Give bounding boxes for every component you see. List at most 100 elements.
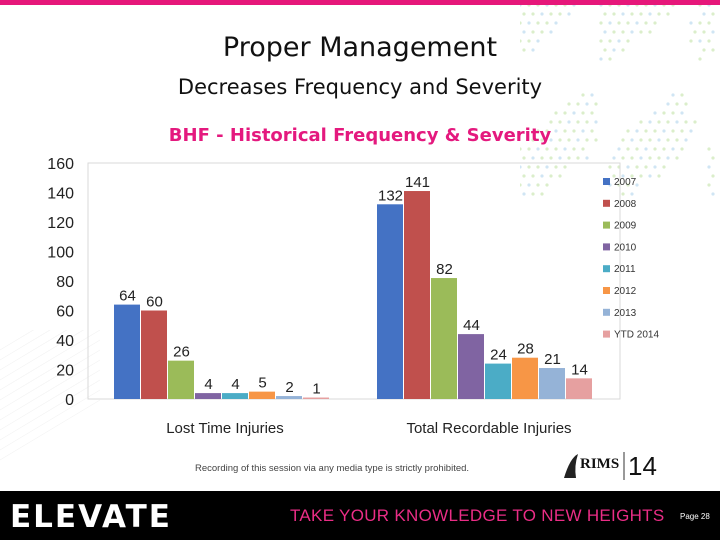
footer-tagline: TAKE YOUR KNOWLEDGE TO NEW HEIGHTS <box>290 506 665 525</box>
decoration-dot <box>520 147 522 151</box>
decoration-dot <box>689 39 693 43</box>
bar-2011 <box>222 393 248 399</box>
decoration-dot <box>531 30 535 34</box>
decoration-dot <box>576 102 580 106</box>
decoration-dot <box>612 174 616 178</box>
decoration-dot <box>630 174 634 178</box>
decoration-dot <box>693 120 697 124</box>
decoration-dot <box>581 147 585 151</box>
data-label: 2 <box>285 379 293 396</box>
decoration-dot <box>684 120 688 124</box>
rims-logo-year: 14 <box>628 451 657 481</box>
legend-label: 2013 <box>614 308 637 319</box>
decoration-dot <box>558 174 562 178</box>
decoration-dot <box>621 156 625 160</box>
decoration-dot <box>590 93 594 97</box>
decoration-dot <box>639 138 643 142</box>
decoration-dot <box>572 5 576 7</box>
bar-2010 <box>458 334 484 399</box>
decoration-dot <box>558 156 562 160</box>
decoration-dot <box>707 39 711 43</box>
decoration-dot <box>567 120 571 124</box>
decoration-dot <box>648 30 652 34</box>
decoration-dot <box>698 39 702 43</box>
decoration-dot <box>594 138 598 142</box>
decoration-line <box>0 389 101 451</box>
decoration-dot <box>545 147 549 151</box>
category-label: Lost Time Injuries <box>166 420 284 437</box>
decoration-dot <box>711 156 715 160</box>
decoration-dot <box>554 21 558 25</box>
decoration-dot <box>581 111 585 115</box>
decoration-dot <box>520 21 522 25</box>
data-label: 132 <box>378 187 403 204</box>
data-label: 64 <box>119 288 136 305</box>
decoration-dot <box>698 5 702 7</box>
decoration-dot <box>626 165 630 169</box>
decoration-dot <box>536 165 540 169</box>
bar-2012 <box>512 357 538 399</box>
decoration-dot <box>549 120 553 124</box>
decoration-dot <box>590 111 594 115</box>
decoration-dot <box>639 120 643 124</box>
decoration-dot <box>558 120 562 124</box>
decoration-dot <box>558 12 562 16</box>
decoration-dot <box>527 147 531 151</box>
data-label: 5 <box>258 375 266 392</box>
decoration-dot <box>648 120 652 124</box>
decoration-dot <box>630 12 634 16</box>
y-tick-label: 120 <box>47 215 74 232</box>
bar-2009 <box>168 360 194 399</box>
decoration-dot <box>666 120 670 124</box>
legend-label: 2011 <box>614 264 636 275</box>
decoration-dot <box>675 156 679 160</box>
decoration-dot <box>572 147 576 151</box>
decoration-dot <box>585 156 589 160</box>
decoration-dot <box>540 12 544 16</box>
decoration-line <box>0 330 51 361</box>
decoration-dot <box>558 138 562 142</box>
decoration-line <box>0 330 101 391</box>
recording-notice: Recording of this session via any media … <box>195 463 470 474</box>
decoration-dot <box>549 174 553 178</box>
decoration-dot <box>567 138 571 142</box>
decoration-dot <box>626 5 630 7</box>
rims-logo: RIMS 14 <box>564 451 657 481</box>
legend-swatch <box>603 221 610 229</box>
legend-label: 2009 <box>614 221 637 232</box>
decoration-dot <box>549 156 553 160</box>
decoration-dot <box>671 5 675 7</box>
decoration-line <box>0 330 35 351</box>
decoration-dot <box>626 147 630 151</box>
decoration-dot <box>630 138 634 142</box>
decoration-dot <box>554 111 558 115</box>
data-label: 4 <box>231 376 239 393</box>
bar-2012 <box>249 391 275 399</box>
decoration-dot <box>531 174 535 178</box>
decoration-dot <box>522 156 526 160</box>
decoration-dot <box>612 48 616 52</box>
decoration-dot <box>563 147 567 151</box>
decoration-dot <box>563 111 567 115</box>
decoration-dot <box>549 138 553 142</box>
decoration-dot <box>657 174 661 178</box>
data-label: 28 <box>517 341 534 358</box>
decoration-dot <box>666 102 670 106</box>
legend-swatch <box>603 243 610 251</box>
legend-swatch <box>603 308 610 316</box>
decoration-dot <box>608 165 612 169</box>
decoration-dot <box>653 111 657 115</box>
decoration-dot <box>707 21 711 25</box>
decoration-dot <box>540 138 544 142</box>
decoration-dot <box>666 156 670 160</box>
decoration-dot <box>520 39 522 43</box>
decoration-dot <box>612 156 616 160</box>
y-tick-label: 140 <box>47 186 74 203</box>
decoration-dot <box>572 129 576 133</box>
decoration-dot <box>527 21 531 25</box>
decoration-dot <box>581 93 585 97</box>
decoration-dot <box>567 102 571 106</box>
decoration-dot <box>531 12 535 16</box>
decoration-dot <box>576 120 580 124</box>
bar-2013 <box>539 368 565 399</box>
